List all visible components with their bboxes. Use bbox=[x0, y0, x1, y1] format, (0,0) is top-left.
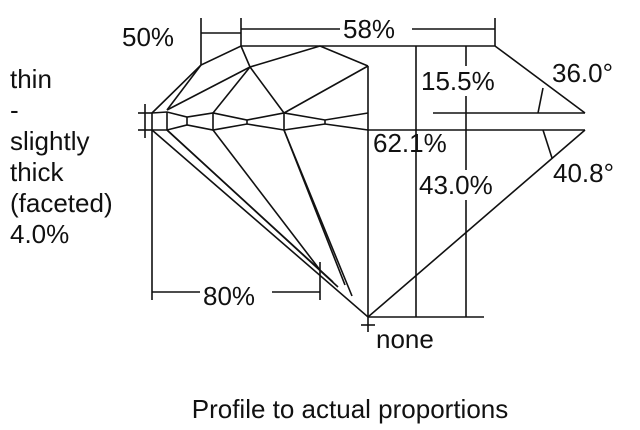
lower-half-label: 50% bbox=[122, 22, 174, 52]
pavilion-depth-label: 43.0% bbox=[419, 170, 493, 200]
dimension-lines bbox=[138, 18, 585, 332]
girdle-label-line: 4.0% bbox=[10, 219, 69, 249]
caption: Profile to actual proportions bbox=[192, 394, 509, 424]
crown-facets bbox=[166, 45, 369, 114]
crown-height-label: 15.5% bbox=[421, 66, 495, 96]
pavilion-angle-label: 40.8° bbox=[553, 158, 614, 188]
diamond-outline bbox=[151, 45, 586, 319]
star-length-label: 80% bbox=[203, 281, 255, 311]
total-depth-label: 62.1% bbox=[373, 128, 447, 158]
girdle-label-line: slightly bbox=[10, 126, 89, 156]
culet-label: none bbox=[376, 324, 434, 354]
girdle-label-line: (faceted) bbox=[10, 188, 113, 218]
girdle-label-line: thin bbox=[10, 64, 52, 94]
girdle-label-line: thick bbox=[10, 157, 64, 187]
crown-angle-label: 36.0° bbox=[552, 58, 613, 88]
girdle-facets bbox=[151, 111, 369, 131]
girdle-label-line: - bbox=[10, 95, 19, 125]
girdle-label: thin - slightly thick (faceted) 4.0% bbox=[10, 64, 113, 249]
table-label: 58% bbox=[343, 14, 395, 44]
pavilion-facets bbox=[166, 129, 353, 297]
